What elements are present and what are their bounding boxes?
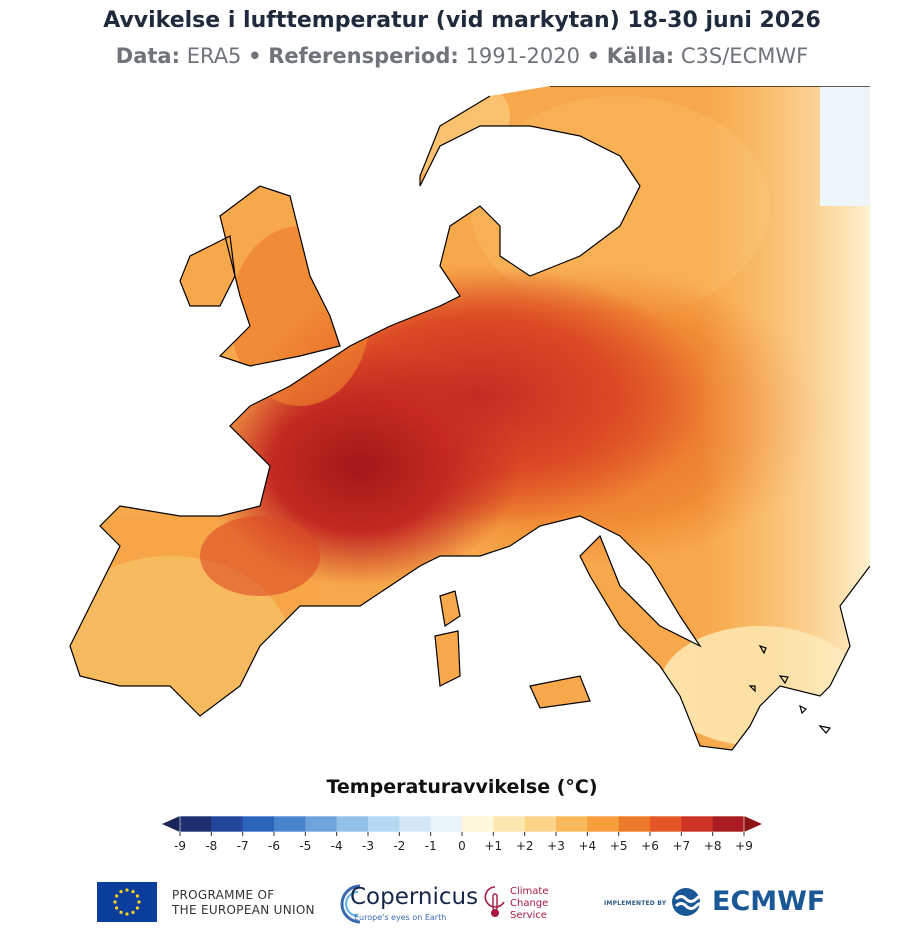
thermometer-icon bbox=[484, 886, 505, 917]
colorbar-tick-label: -4 bbox=[331, 839, 343, 853]
colorbar-swatch bbox=[242, 816, 275, 832]
colorbar-tick-label: +3 bbox=[547, 839, 565, 853]
corsica-coastline bbox=[439, 590, 461, 628]
colorbar-under-arrow bbox=[162, 816, 180, 832]
colorbar-tick-label: +8 bbox=[704, 839, 722, 853]
colorbar-swatch bbox=[556, 816, 588, 832]
colorbar-tick-label: -3 bbox=[362, 839, 374, 853]
colorbar-tick-label: +9 bbox=[735, 839, 753, 853]
colorbar-over-arrow bbox=[744, 816, 762, 832]
europe-anomaly-map bbox=[60, 86, 870, 772]
copernicus-arc-icon bbox=[340, 884, 361, 924]
colorbar-tick-label: -1 bbox=[425, 839, 437, 853]
colorbar-tick-label: +1 bbox=[484, 839, 502, 853]
sicily-coastline bbox=[529, 675, 591, 709]
map-subtitle: Data: ERA5 • Referensperiod: 1991-2020 •… bbox=[115, 44, 809, 68]
colorbar: -9 -8 -7 -6 -5 -4 -3 -2 -1 0 +1 +2 +3 +4 +5 +6 +7 +8 +9 bbox=[162, 815, 762, 853]
colorbar-swatch bbox=[587, 816, 620, 832]
colorbar-swatch bbox=[211, 816, 244, 832]
colorbar-tick-label: -5 bbox=[299, 839, 311, 853]
reference-period-label: Referensperiod bbox=[268, 44, 451, 68]
coastlines bbox=[69, 86, 870, 751]
colorbar-tick-label: -2 bbox=[393, 839, 405, 853]
colorbar-swatch bbox=[180, 816, 212, 832]
colorbar-swatch bbox=[368, 816, 400, 832]
colorbar-swatch bbox=[305, 816, 338, 832]
reference-period-value: 1991-2020 bbox=[465, 44, 580, 68]
climate-change-service-logo: Climate Change Service bbox=[482, 880, 582, 930]
sardinia-coastline bbox=[434, 630, 461, 687]
colorbar-swatch bbox=[524, 816, 557, 832]
colorbar-tick-label: -6 bbox=[268, 839, 280, 853]
colorbar-swatch bbox=[681, 816, 714, 832]
colorbar-tick-label: +5 bbox=[610, 839, 628, 853]
data-label: Data bbox=[115, 44, 172, 68]
colorbar-swatch bbox=[618, 816, 651, 832]
source-label: Källa bbox=[606, 44, 666, 68]
eu-programme-label: PROGRAMME OF THE EUROPEAN UNION bbox=[172, 888, 315, 917]
colorbar-swatch bbox=[430, 816, 463, 832]
data-value: ERA5 bbox=[186, 44, 242, 68]
colorbar-tick-label: -8 bbox=[205, 839, 217, 853]
colorbar-tick-label: -9 bbox=[174, 839, 186, 853]
colorbar-tick-label: +7 bbox=[672, 839, 690, 853]
colorbar-swatch bbox=[650, 816, 682, 832]
colorbar-swatch bbox=[712, 816, 745, 832]
implemented-by-label: IMPLEMENTED BY bbox=[604, 900, 667, 907]
continent-coastline bbox=[69, 86, 870, 751]
colorbar-swatch bbox=[399, 816, 432, 832]
colorbar-swatch bbox=[336, 816, 369, 832]
ecmwf-wave-icon bbox=[672, 888, 708, 916]
colorbar-tick-label: 0 bbox=[458, 839, 466, 853]
colorbar-swatch bbox=[274, 816, 306, 832]
colorbar-tick-label: +6 bbox=[641, 839, 659, 853]
colorbar-swatch bbox=[493, 816, 526, 832]
ireland-coastline bbox=[179, 235, 236, 307]
greek-islands bbox=[748, 644, 832, 734]
colorbar-tick-label: +2 bbox=[516, 839, 534, 853]
colorbar-tick-label: -7 bbox=[237, 839, 249, 853]
copernicus-logo: Copernicus Europe's eyes on Earth bbox=[336, 880, 478, 930]
map-title: Avvikelse i lufttemperatur (vid markytan… bbox=[103, 8, 821, 33]
colorbar-swatch bbox=[462, 816, 494, 832]
britain-coastline bbox=[218, 185, 341, 367]
eu-flag-icon bbox=[97, 882, 157, 922]
source-value: C3S/ECMWF bbox=[680, 44, 809, 68]
ecmwf-logo: ECMWF bbox=[670, 886, 840, 920]
footer-logos: PROGRAMME OF THE EUROPEAN UNION Copernic… bbox=[0, 872, 924, 940]
colorbar-tick-label: +4 bbox=[578, 839, 596, 853]
legend-title: Temperaturavvikelse (°C) bbox=[326, 776, 598, 798]
